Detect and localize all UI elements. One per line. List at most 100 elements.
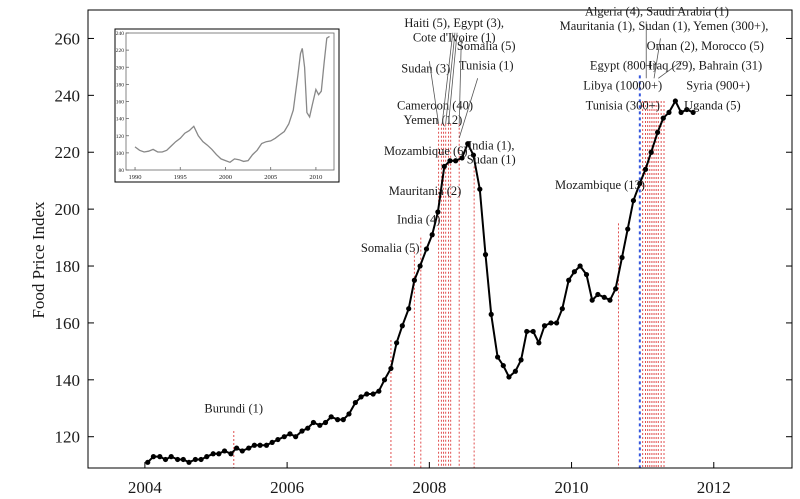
price-point [447, 158, 453, 164]
price-point [257, 442, 263, 448]
price-point [690, 109, 696, 116]
price-point [577, 263, 583, 269]
price-point [660, 115, 666, 121]
price-point [381, 377, 388, 383]
main-axes: 2004 2006 2008 2010 2012 120 140 160 180 200 220 24… [55, 9, 793, 497]
price-point [175, 456, 181, 463]
price-point [530, 328, 536, 335]
price-point [500, 362, 506, 369]
y-tick-label: 180 [55, 257, 81, 276]
price-point [630, 197, 637, 204]
y-tick-label: 260 [55, 29, 81, 48]
annotation-leader [441, 32, 454, 124]
price-point [684, 106, 690, 113]
event-annotation: Syria (900+) [686, 79, 750, 93]
price-point [239, 448, 245, 454]
price-point [216, 451, 222, 457]
plot-frame [87, 9, 793, 469]
price-point [619, 254, 625, 261]
event-annotation: Mauritania (2) [389, 184, 462, 198]
price-point [352, 399, 358, 406]
price-point [571, 269, 578, 275]
inset-y-tick-label: 200 [116, 65, 125, 71]
price-point [263, 442, 270, 448]
inset-frame [114, 28, 340, 183]
price-point [299, 428, 305, 434]
y-tick-label: 160 [55, 314, 81, 333]
price-point [370, 391, 376, 397]
inset-series [134, 35, 330, 164]
inset-y-tick-label: 180 [116, 82, 125, 88]
price-point [417, 263, 423, 269]
price-point [625, 226, 631, 232]
price-point [518, 357, 524, 363]
price-point [204, 454, 210, 460]
price-point [150, 454, 157, 460]
event-annotation: Oman (2), Morocco (5) [647, 39, 764, 53]
price-point [411, 277, 417, 283]
price-point [429, 232, 435, 238]
inset-chart: 1990 1995 2000 2005 2010 80 100 120 140 160 180 200… [114, 28, 340, 183]
price-point [423, 246, 430, 252]
inset-x-tick-label: 1995 [174, 174, 187, 181]
event-annotation: Mozambique (13) [555, 178, 645, 192]
x-tick-label: 2004 [128, 478, 163, 497]
inset-y-tick-label: 140 [116, 117, 125, 123]
inset-y-tick-label: 100 [116, 151, 125, 157]
x-tick-label: 2006 [270, 478, 304, 497]
annotation-leader [448, 32, 458, 124]
price-point [453, 158, 459, 164]
event-annotation: Sudan (1) [467, 153, 516, 167]
y-tick-label: 220 [55, 143, 81, 162]
price-point [541, 323, 548, 329]
event-lines [233, 75, 665, 468]
price-point [465, 141, 471, 147]
event-annotation: India (1), [468, 138, 515, 152]
price-point [435, 209, 441, 215]
inset-x-tick-label: 2000 [219, 174, 232, 181]
y-tick-label: 240 [55, 86, 81, 105]
price-point [601, 294, 607, 300]
annotation-leader [658, 60, 683, 79]
price-point [251, 442, 257, 448]
inset-y-tick-label: 220 [116, 48, 125, 54]
annotation-leader [458, 78, 479, 139]
price-point [192, 456, 198, 463]
event-annotation: Cameroon (40) [397, 99, 473, 113]
x-tick-label: 2010 [555, 478, 589, 497]
price-point [406, 306, 412, 312]
price-point [364, 391, 370, 397]
price-point [495, 354, 501, 360]
inset-axes: 1990 1995 2000 2005 2010 80 100 120 140 160 180 200… [116, 31, 335, 181]
price-point [441, 163, 447, 170]
price-point [399, 323, 405, 329]
event-annotation: Mozambique (6) [384, 144, 468, 158]
price-point [358, 394, 364, 400]
event-annotation: Somalia (5) [457, 39, 516, 53]
event-annotation: Burundi (1) [204, 402, 263, 416]
annotation-leader [445, 32, 456, 124]
price-point [186, 459, 192, 465]
y-tick-label: 140 [55, 371, 81, 390]
price-point [678, 109, 684, 116]
price-point [554, 320, 560, 326]
price-point [340, 417, 346, 423]
y-axis-label: Food Price Index [29, 201, 48, 319]
inset-y-tick-label: 160 [116, 100, 125, 106]
price-point [293, 434, 299, 440]
price-point [328, 414, 334, 420]
price-point [666, 109, 672, 116]
y-tick-label: 120 [55, 428, 81, 447]
price-point [506, 374, 512, 380]
price-point [394, 340, 400, 346]
price-point [168, 454, 174, 460]
event-annotation: Algeria (4), Saudi Arabia (1) [585, 5, 729, 19]
price-point [221, 448, 228, 454]
price-point [559, 306, 565, 312]
price-point [672, 98, 678, 104]
price-point [613, 286, 619, 292]
event-annotation: Haiti (5), Egypt (3), [404, 16, 504, 30]
event-annotations: Burundi (1) Somalia (5) India (4) Mauritani… [204, 5, 768, 416]
event-annotation: Uganda (5) [684, 99, 741, 113]
price-point [642, 166, 649, 172]
